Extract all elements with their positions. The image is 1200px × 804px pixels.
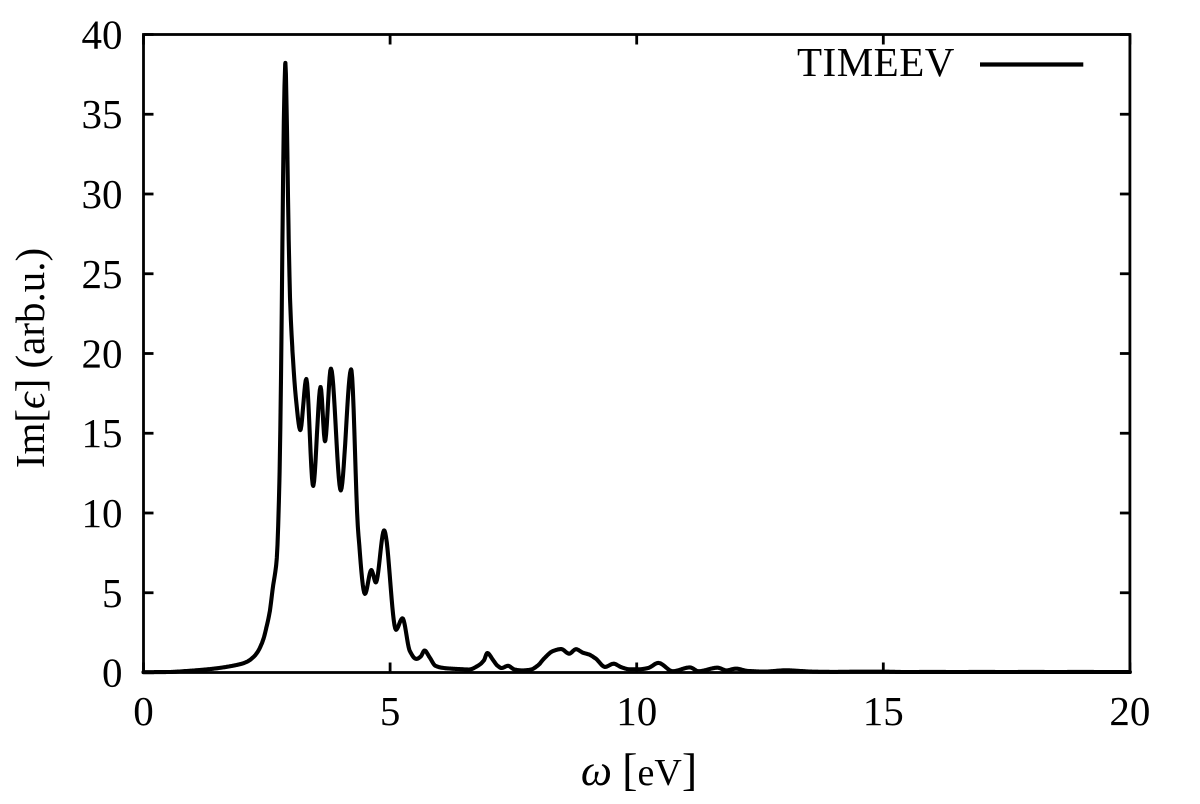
svg-text:0: 0 <box>102 650 123 696</box>
svg-text:0: 0 <box>133 688 154 734</box>
svg-text:Im[ϵ] (arb.u.): Im[ϵ] (arb.u.) <box>7 248 53 468</box>
svg-text:15: 15 <box>863 688 904 734</box>
svg-text:20: 20 <box>82 331 123 377</box>
svg-text:TIMEEV: TIMEEV <box>797 39 955 85</box>
svg-text:5: 5 <box>380 688 401 734</box>
svg-text:10: 10 <box>82 490 123 536</box>
svg-text:35: 35 <box>82 91 123 137</box>
svg-text:25: 25 <box>82 251 123 297</box>
svg-text:ω [eV]: ω [eV] <box>581 744 697 795</box>
svg-text:10: 10 <box>616 688 657 734</box>
svg-text:20: 20 <box>1109 688 1150 734</box>
svg-text:15: 15 <box>82 410 123 456</box>
svg-text:5: 5 <box>102 570 123 616</box>
svg-text:30: 30 <box>82 171 123 217</box>
svg-text:40: 40 <box>82 12 123 58</box>
